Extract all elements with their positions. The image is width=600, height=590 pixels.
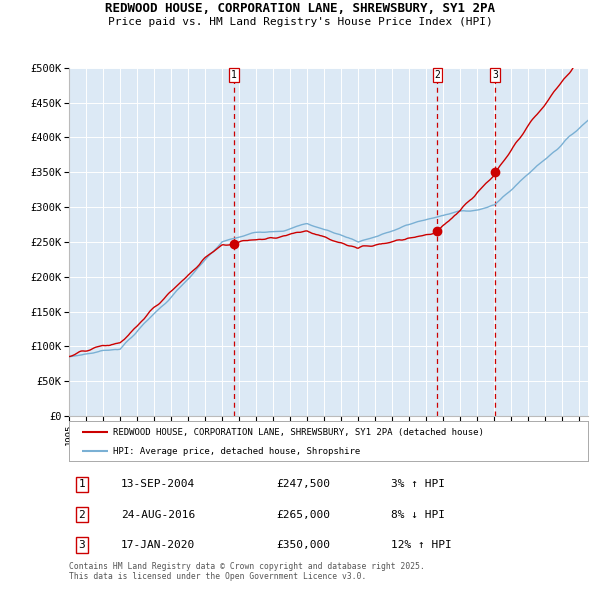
Text: REDWOOD HOUSE, CORPORATION LANE, SHREWSBURY, SY1 2PA (detached house): REDWOOD HOUSE, CORPORATION LANE, SHREWSB… — [113, 428, 484, 437]
Text: Price paid vs. HM Land Registry's House Price Index (HPI): Price paid vs. HM Land Registry's House … — [107, 17, 493, 27]
Text: 13-SEP-2004: 13-SEP-2004 — [121, 480, 195, 489]
Text: 24-AUG-2016: 24-AUG-2016 — [121, 510, 195, 520]
Text: £247,500: £247,500 — [277, 480, 331, 489]
Text: £265,000: £265,000 — [277, 510, 331, 520]
Text: Contains HM Land Registry data © Crown copyright and database right 2025.
This d: Contains HM Land Registry data © Crown c… — [69, 562, 425, 581]
Text: REDWOOD HOUSE, CORPORATION LANE, SHREWSBURY, SY1 2PA: REDWOOD HOUSE, CORPORATION LANE, SHREWSB… — [105, 2, 495, 15]
Text: £350,000: £350,000 — [277, 540, 331, 550]
Text: 8% ↓ HPI: 8% ↓ HPI — [391, 510, 445, 520]
Text: 3% ↑ HPI: 3% ↑ HPI — [391, 480, 445, 489]
Text: 1: 1 — [79, 480, 85, 489]
Text: 2: 2 — [79, 510, 85, 520]
Text: 3: 3 — [79, 540, 85, 550]
Text: 12% ↑ HPI: 12% ↑ HPI — [391, 540, 452, 550]
Text: 3: 3 — [493, 70, 498, 80]
Text: 1: 1 — [231, 70, 237, 80]
Text: 17-JAN-2020: 17-JAN-2020 — [121, 540, 195, 550]
Text: 2: 2 — [434, 70, 440, 80]
Text: HPI: Average price, detached house, Shropshire: HPI: Average price, detached house, Shro… — [113, 447, 361, 456]
